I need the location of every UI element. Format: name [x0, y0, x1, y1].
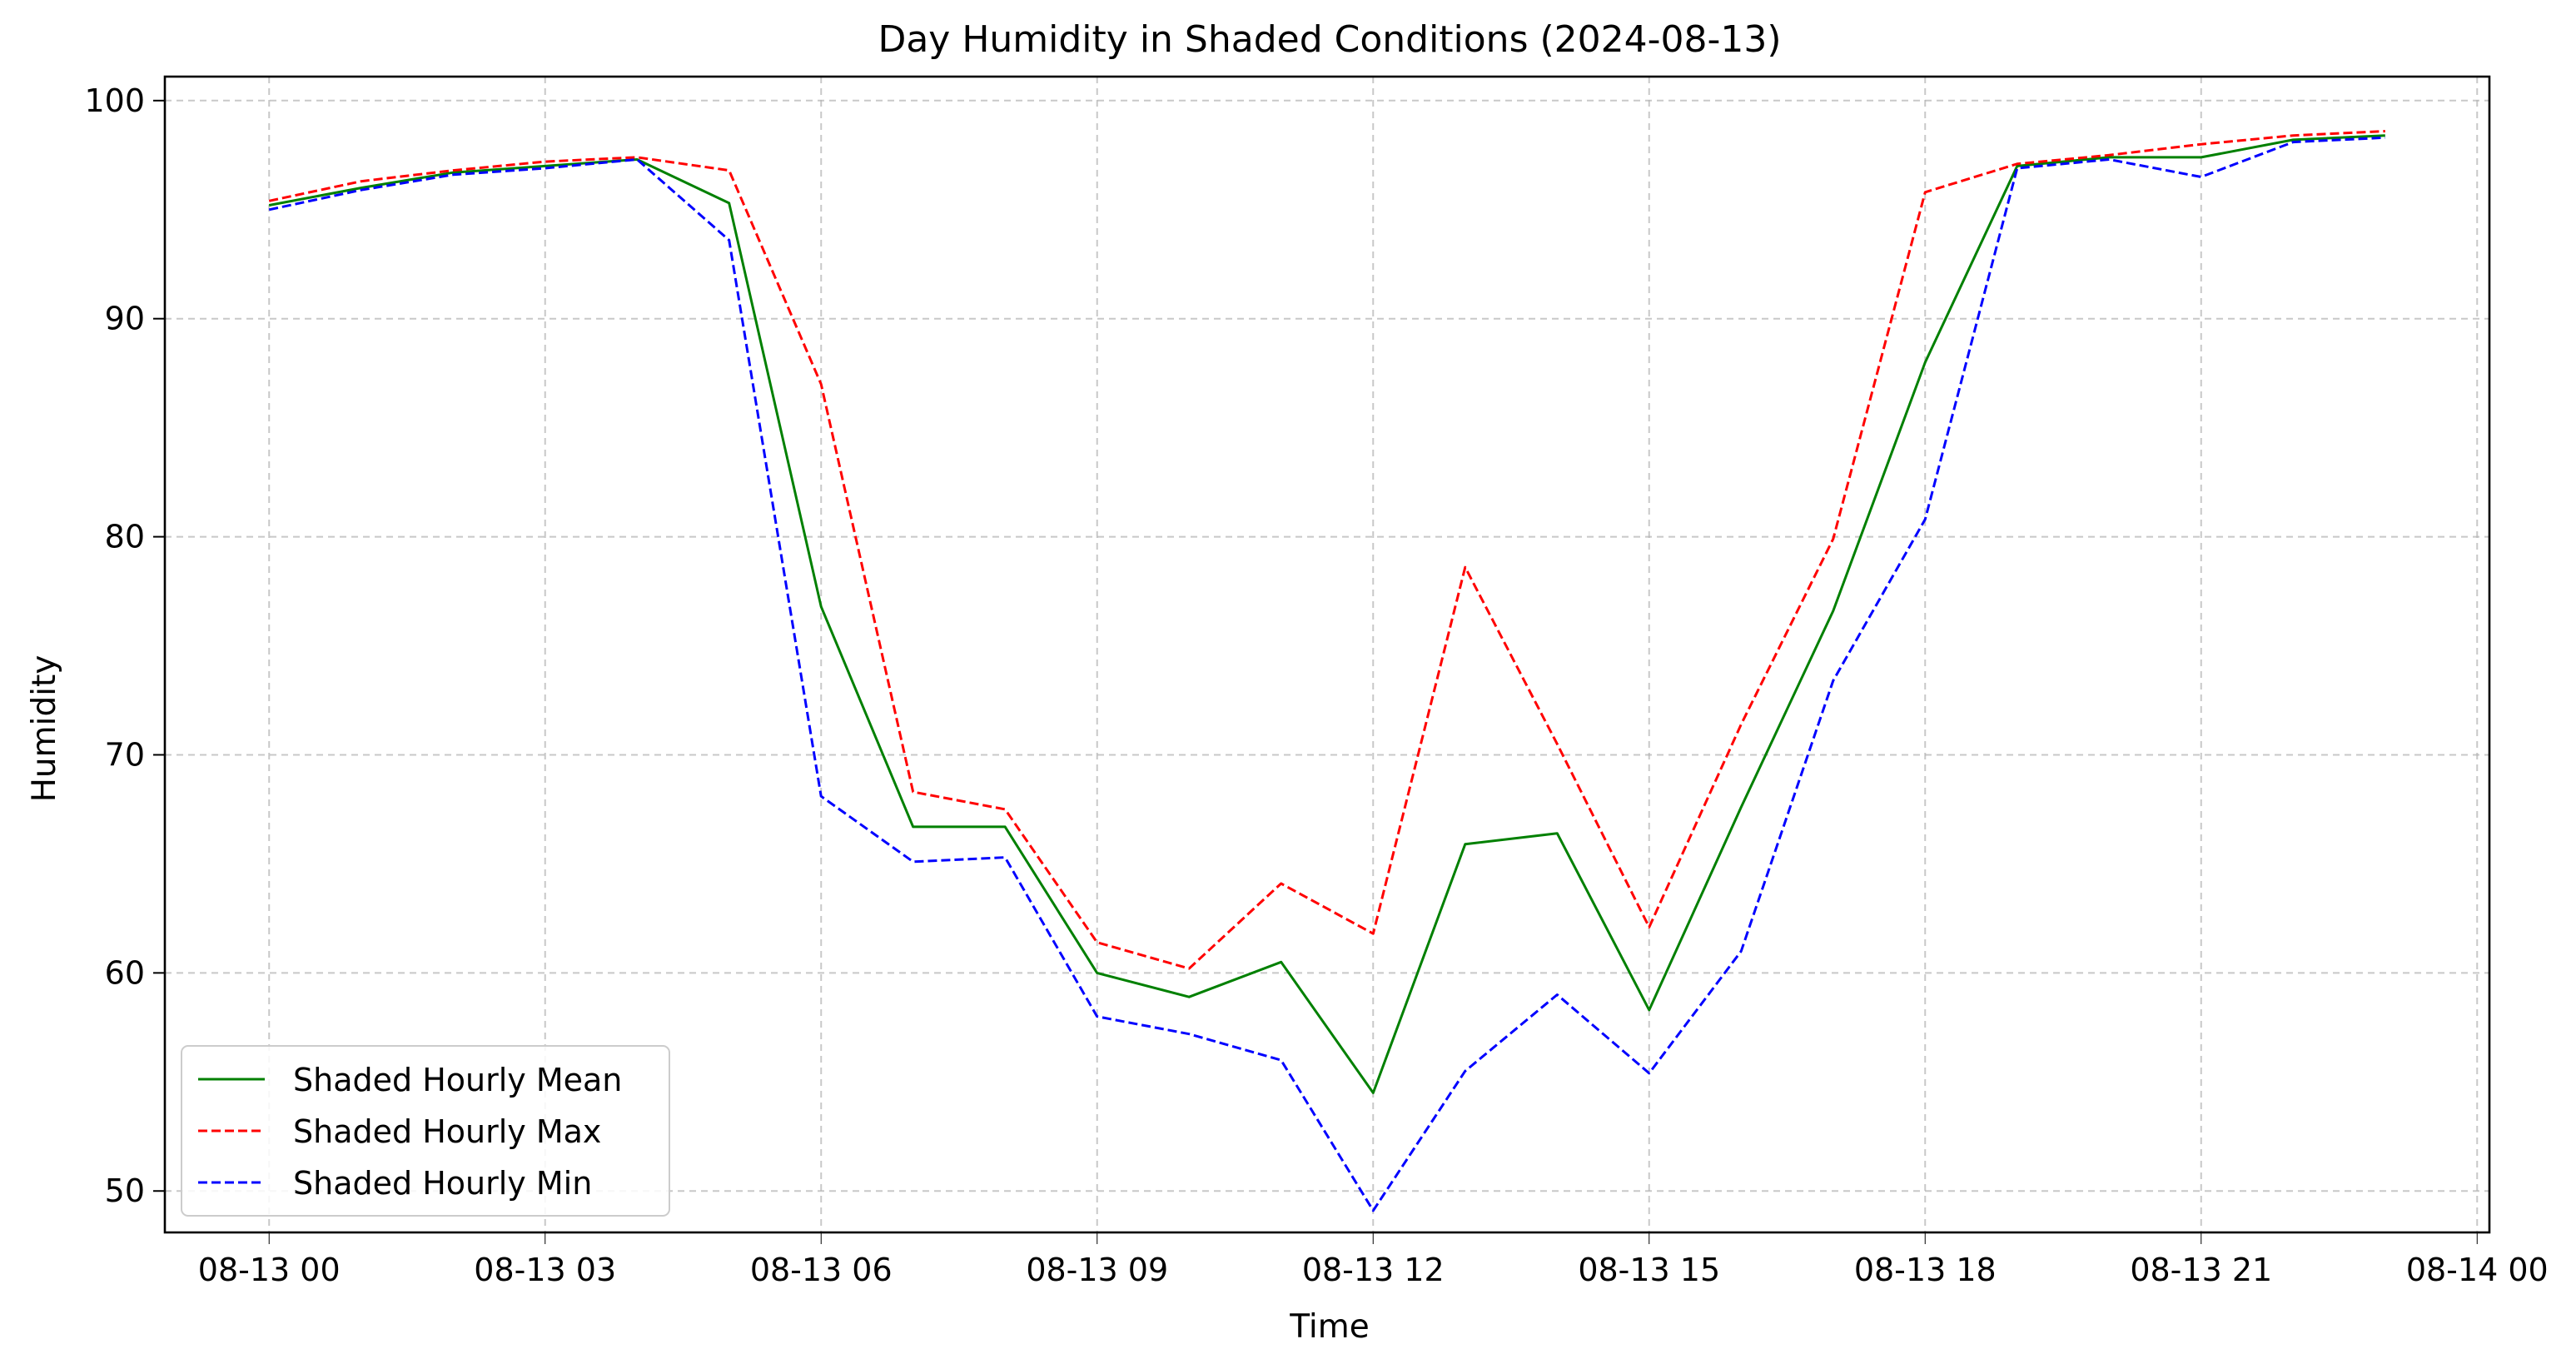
axes-frame: [163, 75, 2491, 1234]
chart-title: Day Humidity in Shaded Conditions (2024-…: [878, 18, 1781, 61]
legend-box: [181, 1045, 670, 1217]
series-line-shaded-hourly-mean: [268, 134, 2385, 1094]
series-line-shaded-hourly-max: [268, 130, 2385, 970]
x-axis-label: Time: [1289, 1308, 1369, 1346]
y-tick-label: 60: [105, 954, 145, 991]
grid: [165, 77, 2489, 1232]
y-tick-label: 90: [105, 301, 145, 337]
legend-label: Shaded Hourly Mean: [293, 1062, 622, 1098]
x-tick-label: 08-13 03: [474, 1252, 616, 1288]
legend: Shaded Hourly Mean Shaded Hourly Max Shade…: [181, 1045, 670, 1217]
x-tick-label: 08-14 00: [2406, 1252, 2549, 1288]
x-tick-label: 08-13 09: [1026, 1252, 1168, 1288]
legend-label: Shaded Hourly Min: [293, 1165, 592, 1202]
x-tick-label: 08-13 06: [750, 1252, 893, 1288]
y-tick-label: 100: [84, 82, 145, 119]
axis-ticks: 08-13 00 08-13 03 08-13 06 08-13 09 08-13 12…: [84, 82, 2548, 1288]
y-axis-label: Humidity: [26, 655, 63, 803]
y-tick-label: 80: [105, 519, 145, 555]
x-tick-label: 08-13 15: [1578, 1252, 1720, 1288]
series-line-shaded-hourly-min: [268, 136, 2385, 1212]
x-tick-label: 08-13 00: [198, 1252, 341, 1288]
series-lines: [268, 130, 2385, 1212]
x-tick-label: 08-13 18: [1854, 1252, 1997, 1288]
y-tick-label: 50: [105, 1172, 145, 1209]
y-tick-label: 70: [105, 736, 145, 773]
legend-label: Shaded Hourly Max: [293, 1113, 601, 1150]
x-tick-label: 08-13 12: [1302, 1252, 1445, 1288]
x-tick-label: 08-13 21: [2130, 1252, 2272, 1288]
